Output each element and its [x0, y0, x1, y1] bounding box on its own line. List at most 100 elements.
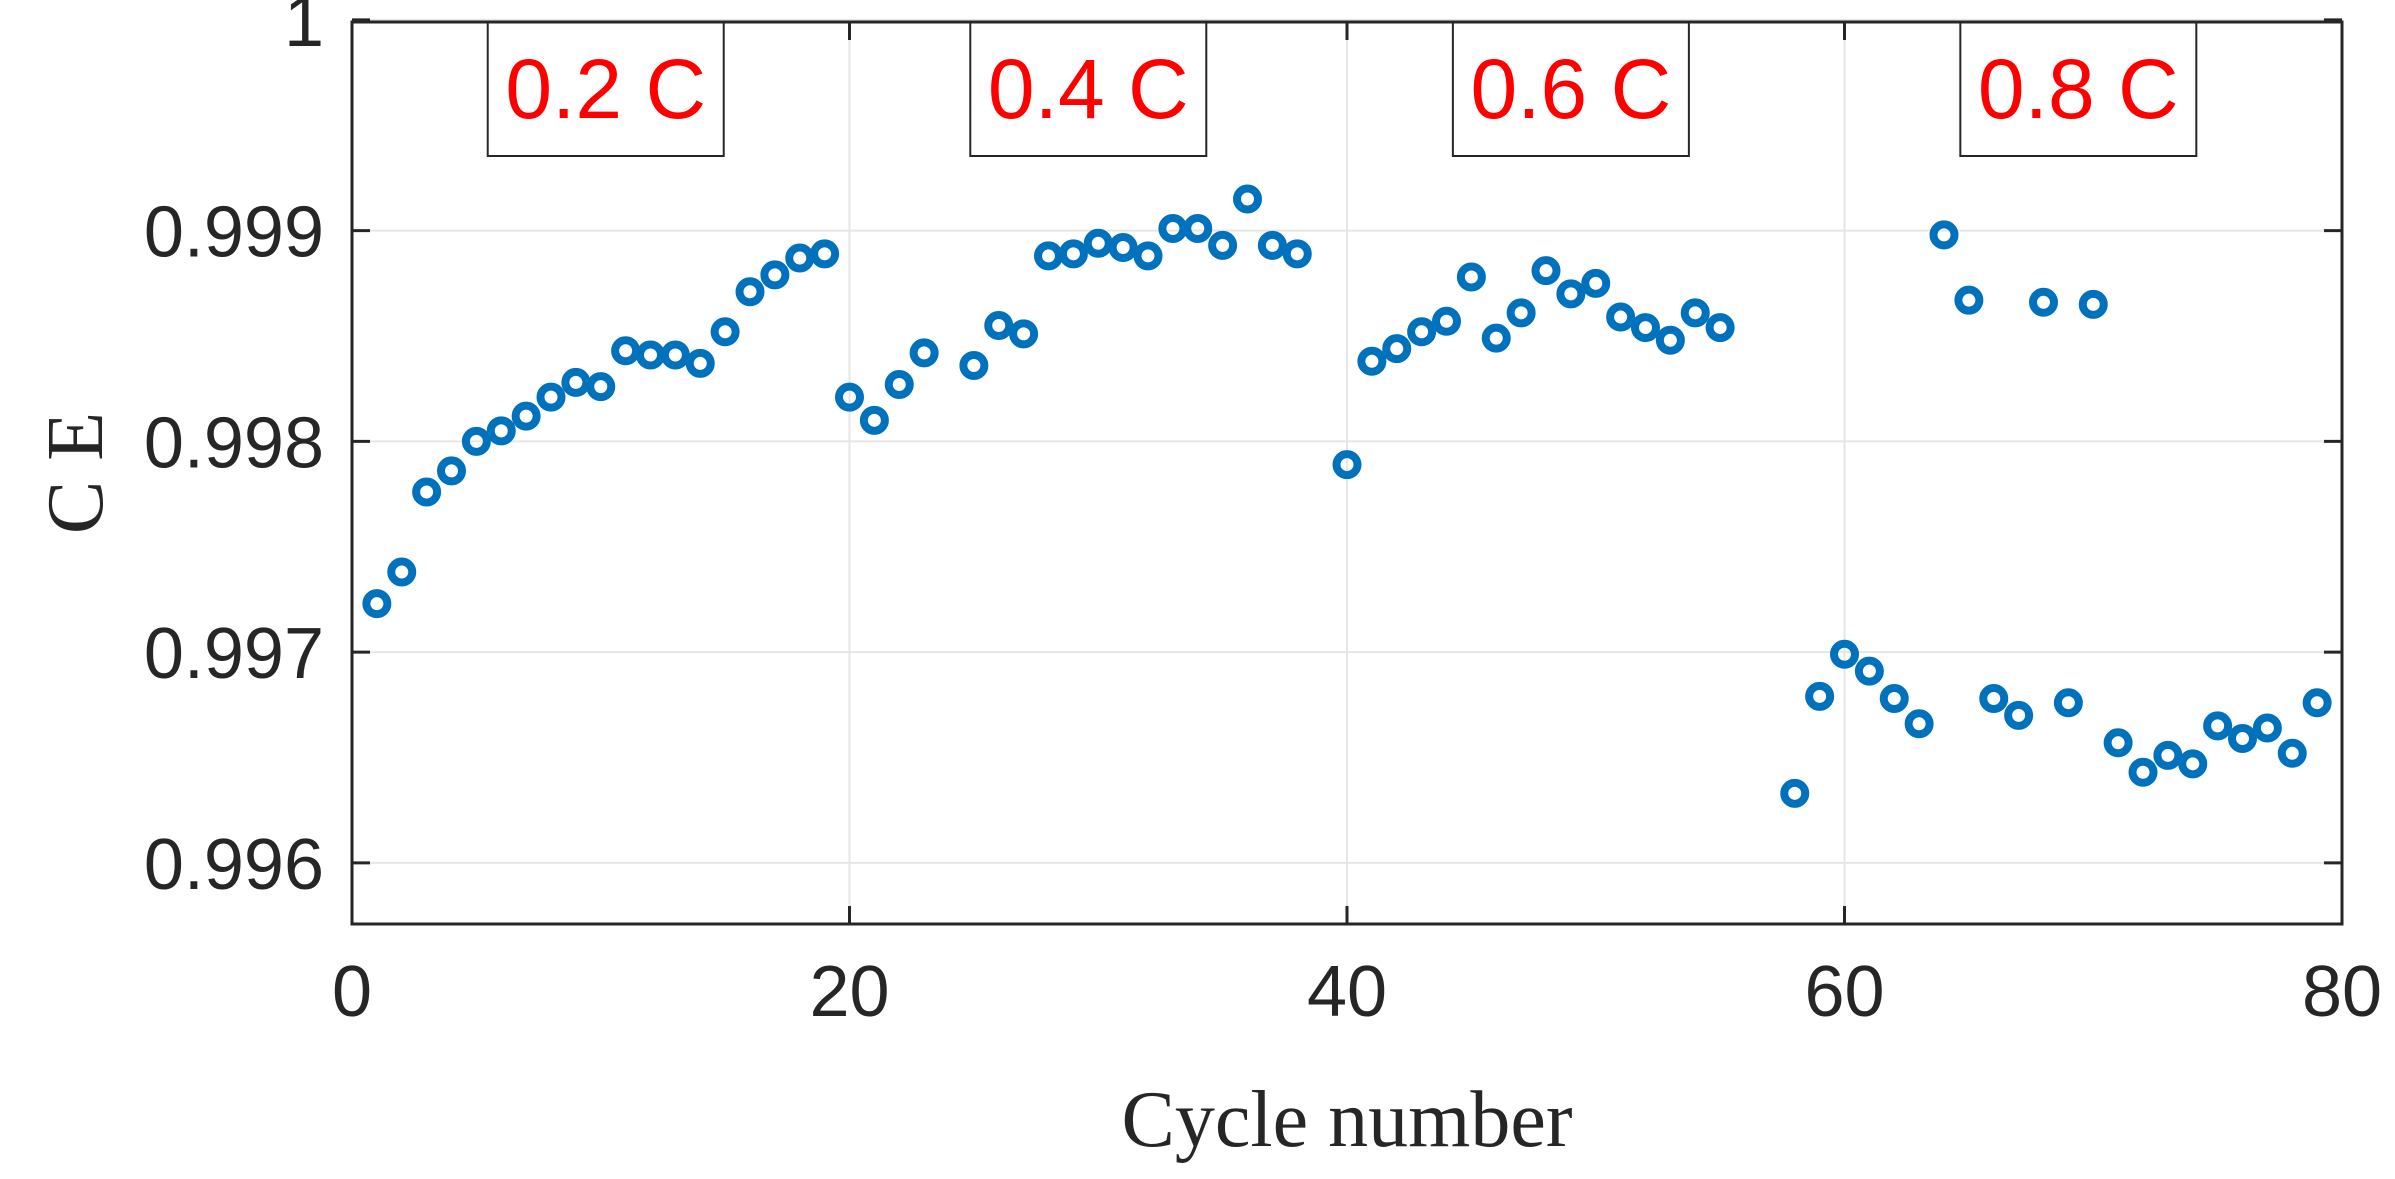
data-point — [1257, 230, 1287, 260]
data-point — [1879, 684, 1909, 713]
data-point — [1083, 228, 1113, 258]
data-point — [1357, 346, 1387, 376]
data-point — [1954, 285, 1984, 315]
data-point — [710, 317, 740, 347]
data-point — [2203, 711, 2233, 741]
data-point — [1805, 681, 1835, 711]
data-point — [884, 369, 914, 399]
data-point — [1680, 298, 1710, 328]
data-point — [2103, 728, 2133, 758]
data-point — [1058, 239, 1088, 269]
data-point — [1332, 450, 1362, 480]
data-point — [1133, 241, 1163, 271]
data-point — [561, 367, 591, 397]
data-point — [835, 382, 864, 412]
data-point — [735, 277, 765, 307]
data-point — [1183, 214, 1213, 244]
data-point — [2004, 700, 2034, 730]
data-point — [959, 351, 989, 381]
data-point — [1009, 319, 1039, 349]
y-tick-label: 0.996 — [144, 825, 324, 905]
rate-annotation: 0.6 C — [1451, 21, 1690, 157]
data-point — [1208, 230, 1238, 260]
data-point — [2252, 713, 2282, 743]
rate-annotation-box — [1959, 21, 2198, 157]
data-point — [1531, 256, 1561, 286]
data-point — [636, 340, 665, 370]
data-point — [1581, 268, 1611, 298]
data-point — [1382, 334, 1412, 364]
data-point — [1282, 239, 1312, 269]
data-point — [536, 382, 566, 412]
x-tick-label: 60 — [1804, 952, 1884, 1032]
data-point — [859, 405, 889, 435]
rate-annotation-label: 0.6 C — [1470, 42, 1671, 136]
data-point — [1481, 323, 1511, 353]
data-point — [1233, 184, 1262, 214]
data-point — [1705, 313, 1735, 343]
tick-labels: 0 20 40 60 80 0.996 0.997 0.998 0.999 1 — [144, 0, 2382, 1032]
data-point — [1556, 279, 1586, 309]
x-tick-label: 0 — [332, 952, 372, 1032]
data-point — [2029, 287, 2058, 317]
data-point — [2078, 289, 2108, 319]
data-point — [1432, 306, 1461, 336]
data-point — [1158, 214, 1188, 244]
x-tick-label: 20 — [809, 952, 889, 1032]
data-point — [984, 310, 1014, 340]
data-point — [685, 348, 715, 378]
data-point — [1631, 313, 1660, 343]
grid — [352, 18, 2342, 924]
data-point — [1407, 317, 1437, 347]
rate-annotation: 0.2 C — [486, 21, 725, 157]
data-point — [2153, 740, 2183, 770]
y-tick-label: 0.998 — [144, 403, 324, 483]
data-points — [362, 184, 2332, 808]
data-point — [611, 336, 641, 366]
rate-annotation-label: 0.8 C — [1978, 42, 2179, 136]
rate-annotation-box — [969, 21, 1208, 157]
data-point — [387, 557, 417, 587]
data-point — [362, 589, 392, 619]
plot-area-border — [350, 20, 2344, 926]
data-point — [810, 239, 840, 269]
data-point — [586, 372, 616, 402]
data-point — [437, 456, 466, 486]
data-point — [1929, 220, 1959, 250]
x-tick-label: 80 — [2302, 952, 2382, 1032]
data-point — [760, 260, 790, 290]
data-point — [2228, 724, 2257, 754]
data-point — [1506, 298, 1536, 328]
data-point — [1979, 684, 2009, 713]
data-point — [1780, 778, 1810, 808]
data-point — [909, 338, 939, 368]
data-point — [412, 477, 442, 507]
rate-annotation: 0.4 C — [969, 21, 1208, 157]
x-axis-title: Cycle number — [1122, 1076, 1573, 1164]
data-point — [1904, 709, 1934, 739]
x-tick-label: 40 — [1307, 952, 1387, 1032]
y-axis-title: C E — [32, 412, 120, 534]
data-point — [660, 340, 690, 370]
data-point — [461, 426, 491, 456]
data-point — [2178, 749, 2208, 779]
data-point — [785, 243, 815, 273]
y-tick-label: 0.997 — [144, 614, 324, 694]
data-point — [1830, 639, 1859, 669]
rate-annotation-box — [486, 21, 725, 157]
data-point — [1456, 262, 1486, 292]
y-tick-label: 1 — [284, 0, 324, 62]
data-point — [2128, 757, 2158, 787]
rate-annotation-box — [1451, 21, 1690, 157]
data-point — [1655, 325, 1685, 355]
data-point — [1606, 302, 1636, 332]
rate-annotations: 0.2 C 0.4 C 0.6 C 0.8 C — [486, 21, 2198, 157]
y-tick-label: 0.999 — [144, 193, 324, 273]
rate-annotation-label: 0.4 C — [988, 42, 1189, 136]
rate-annotation-label: 0.2 C — [505, 42, 706, 136]
data-point — [1854, 656, 1884, 686]
rate-annotation: 0.8 C — [1959, 21, 2198, 157]
data-point — [1034, 241, 1063, 271]
data-point — [486, 416, 516, 446]
data-point — [1108, 233, 1138, 262]
